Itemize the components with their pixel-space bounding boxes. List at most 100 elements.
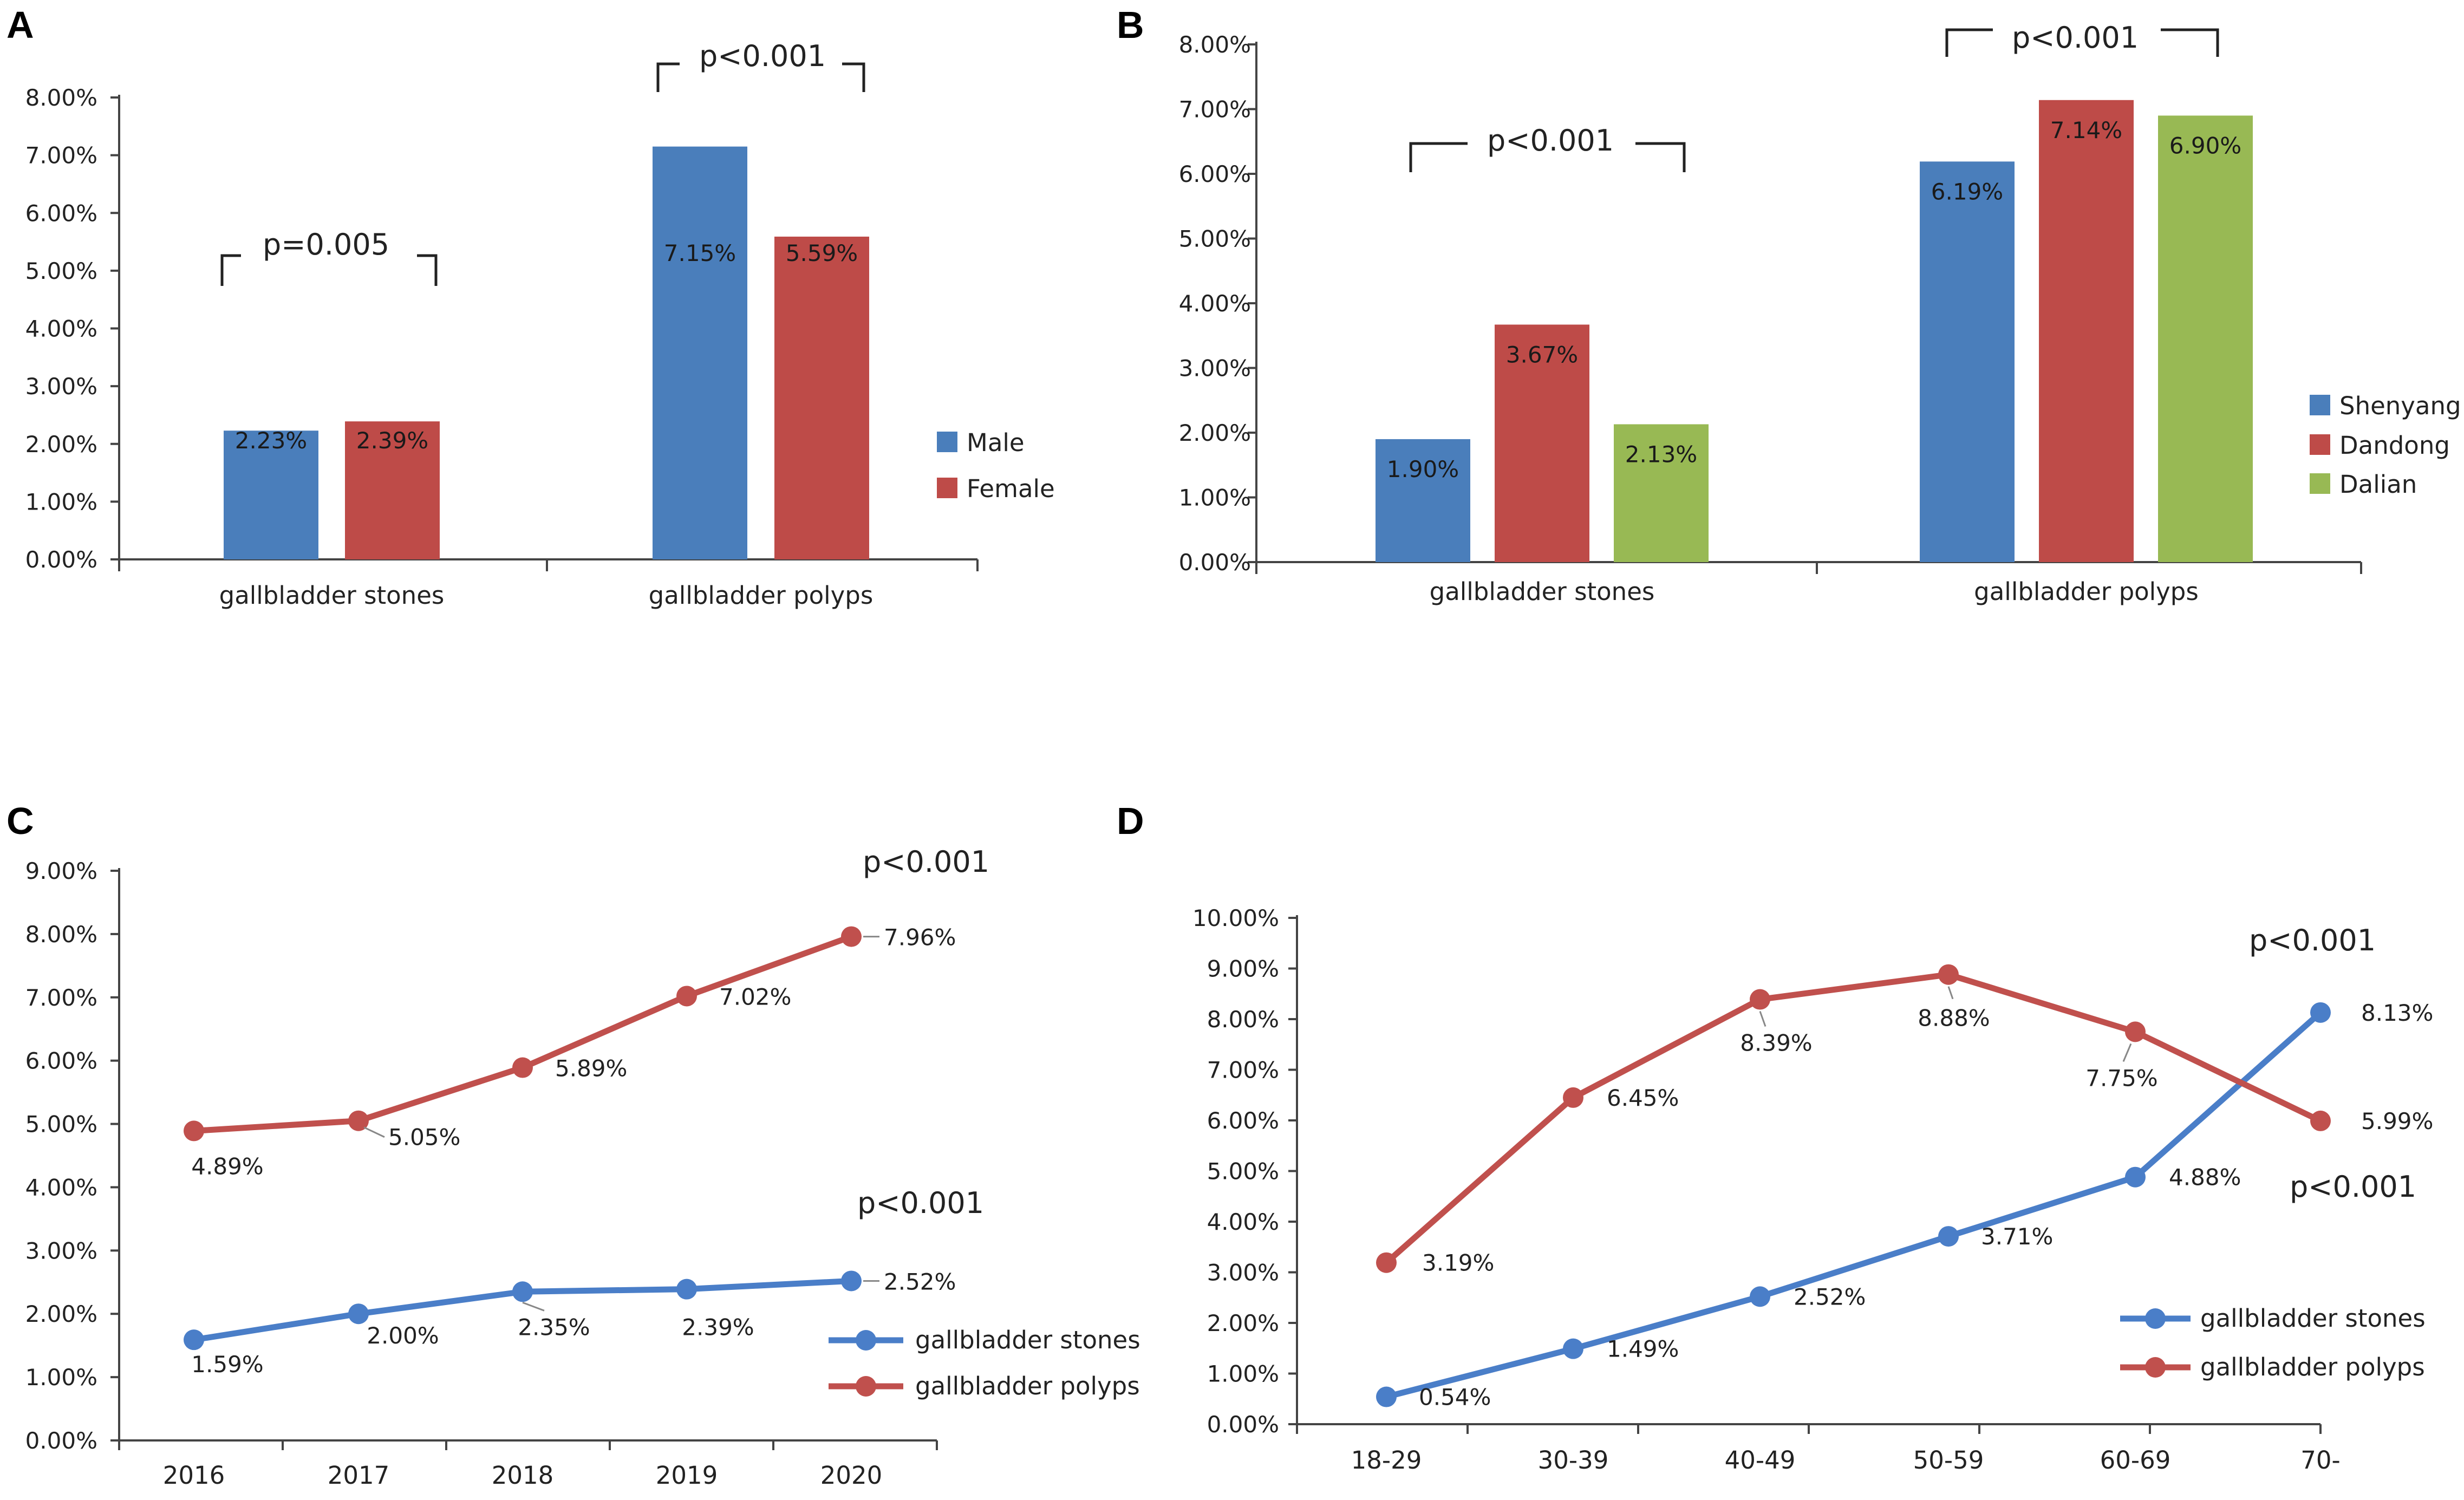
panel-c-data-label: 7.02%	[719, 983, 791, 1010]
panel-d-data-point	[1563, 1338, 1583, 1359]
panel-b-pvalue-polyps: p<0.001	[2012, 21, 2139, 55]
panel-b-y-tick-label: 4.00%	[1179, 290, 1251, 317]
panel-b-bar-label: 6.90%	[2169, 132, 2241, 159]
panel-c-label-leader	[522, 1301, 545, 1312]
panel-a-y-tick-label: 4.00%	[25, 316, 97, 342]
panel-c-y-tick-label: 9.00%	[25, 858, 97, 884]
panel-c-x-tick-label: 2018	[492, 1461, 554, 1490]
panel-b-bar	[1376, 439, 1470, 562]
panel-c-y-tick-label: 7.00%	[25, 984, 97, 1011]
panel-c-y-tick-label: 2.00%	[25, 1301, 97, 1327]
panel-c-data-label: 5.05%	[388, 1124, 460, 1151]
panel-b-category-label: gallbladder polyps	[1974, 577, 2199, 606]
panel-a-y-tick-label: 5.00%	[25, 258, 97, 284]
panel-d-y-tick-label: 5.00%	[1207, 1158, 1279, 1185]
panel-b-y-tick-label: 8.00%	[1179, 31, 1251, 58]
panel-d-x-tick-label: 50-59	[1913, 1446, 1984, 1475]
panel-d-y-tick-label: 9.00%	[1207, 956, 1279, 982]
panel-d-y-tick-label: 2.00%	[1207, 1310, 1279, 1336]
panel-d-data-label: 8.88%	[1918, 1005, 1990, 1032]
panel-b-bar-label: 7.14%	[2050, 117, 2122, 144]
panel-c-y-tick-label: 8.00%	[25, 921, 97, 948]
panel-d-legend-marker	[2145, 1308, 2166, 1329]
panel-c-y-tick-label: 1.00%	[25, 1364, 97, 1391]
panel-d-label-leader	[1947, 986, 1954, 1000]
panel-b-legend-swatch	[2310, 395, 2330, 415]
panel-c-data-label: 1.59%	[191, 1351, 263, 1378]
panel-b-y-tick-label: 1.00%	[1179, 485, 1251, 511]
panel-d-pvalue-polyps: p<0.001	[2290, 1170, 2416, 1204]
panel-a-y-tick-label: 6.00%	[25, 200, 97, 226]
panel-d-series-line	[1383, 1009, 2324, 1400]
panel-c-data-point	[841, 926, 862, 947]
panel-b-y-tick-label: 6.00%	[1179, 161, 1251, 187]
panel-a-pvalue-polyps: p<0.001	[699, 39, 826, 73]
panel-d-legend-label: gallbladder stones	[2200, 1304, 2426, 1333]
panel-d-label-leader	[2122, 1043, 2132, 1062]
panel-b-legend-label: Dandong	[2339, 431, 2450, 460]
panel-c-data-point	[512, 1057, 533, 1078]
panel-d-x-tick-label: 18-29	[1351, 1446, 1422, 1475]
panel-d-data-point	[2310, 1110, 2331, 1131]
panel-letter-b: B	[1117, 4, 1144, 46]
panel-c-data-point	[841, 1270, 862, 1292]
panel-a-y-tick-label: 8.00%	[25, 84, 97, 111]
panel-b-y-tick-label: 0.00%	[1179, 549, 1251, 576]
panel-b-category-label: gallbladder stones	[1430, 577, 1655, 606]
panel-c-data-label: 2.35%	[518, 1314, 590, 1340]
panel-letter-c: C	[6, 800, 34, 842]
panel-d-data-label: 1.49%	[1607, 1336, 1679, 1362]
panel-d-data-label: 8.13%	[2361, 1000, 2433, 1026]
panel-b-legend-swatch	[2310, 434, 2330, 455]
panel-b-bar	[2158, 115, 2253, 562]
panel-d-data-point	[1938, 1226, 1959, 1247]
panel-a-legend-label: Male	[967, 428, 1025, 457]
panel-b-y-tick-label: 3.00%	[1179, 355, 1251, 382]
panel-b-bar	[1495, 324, 1589, 562]
panel-a-y-tick-label: 7.00%	[25, 142, 97, 169]
panel-c-data-point	[512, 1281, 533, 1302]
panel-c-pvalue-stones: p<0.001	[857, 1186, 984, 1220]
panel-b-y-tick-label: 2.00%	[1179, 420, 1251, 446]
panel-d-y-tick-label: 6.00%	[1207, 1107, 1279, 1134]
panel-d-y-tick-label: 7.00%	[1207, 1057, 1279, 1084]
panel-a-legend-label: Female	[967, 474, 1055, 503]
panel-a-y-tick-label: 3.00%	[25, 373, 97, 400]
panel-c-x-tick-label: 2019	[656, 1461, 718, 1490]
panel-d-data-label: 7.75%	[2085, 1065, 2157, 1091]
panel-c-legend-label: gallbladder stones	[915, 1326, 1140, 1354]
panel-a-bar	[653, 146, 747, 560]
panel-c-data-label: 2.52%	[884, 1268, 956, 1295]
panel-b-legend-swatch	[2310, 473, 2330, 494]
panel-b-bar	[1614, 424, 1709, 562]
panel-d-data-label: 8.39%	[1740, 1030, 1812, 1056]
panel-letter-d: D	[1117, 800, 1144, 842]
panel-d-y-tick-label: 8.00%	[1207, 1006, 1279, 1033]
panel-d-data-label: 3.71%	[1981, 1223, 2053, 1250]
panel-d-data-label: 6.45%	[1607, 1085, 1679, 1111]
panel-c-data-point	[348, 1303, 369, 1325]
panel-c-data-label: 2.00%	[367, 1322, 439, 1349]
panel-b-legend-label: Dalian	[2339, 470, 2417, 499]
panel-c-legend-marker	[856, 1376, 876, 1397]
panel-a-bar-label: 2.39%	[356, 427, 428, 454]
panel-a-y-tick-label: 2.00%	[25, 431, 97, 458]
panel-d-data-point	[1750, 989, 1770, 1010]
chart-layer: 0.00% 1.00% 2.00% 3.00% 4.00% 5.00% 6.00% 7.00%…	[25, 31, 2461, 1490]
panel-a-category-label: gallbladder polyps	[649, 581, 874, 610]
panel-d-data-point	[1376, 1252, 1397, 1273]
panel-a-bar-label: 2.23%	[235, 427, 307, 454]
panel-d-legend-marker	[2145, 1357, 2166, 1378]
panel-c-label-leader	[363, 1126, 385, 1138]
panel-c-y-tick-label: 4.00%	[25, 1174, 97, 1201]
panel-c-data-point	[184, 1120, 204, 1142]
panel-d-data-point	[1376, 1386, 1397, 1407]
panel-d-data-label: 2.52%	[1794, 1283, 1866, 1310]
panel-letter-a: A	[6, 4, 34, 46]
panel-d-legend-label: gallbladder polyps	[2200, 1353, 2425, 1381]
panel-b-bar	[2039, 100, 2134, 562]
panel-d-data-point	[2310, 1002, 2331, 1023]
panel-d-label-leader	[1759, 1011, 1766, 1027]
panel-a-legend-swatch	[937, 432, 957, 452]
